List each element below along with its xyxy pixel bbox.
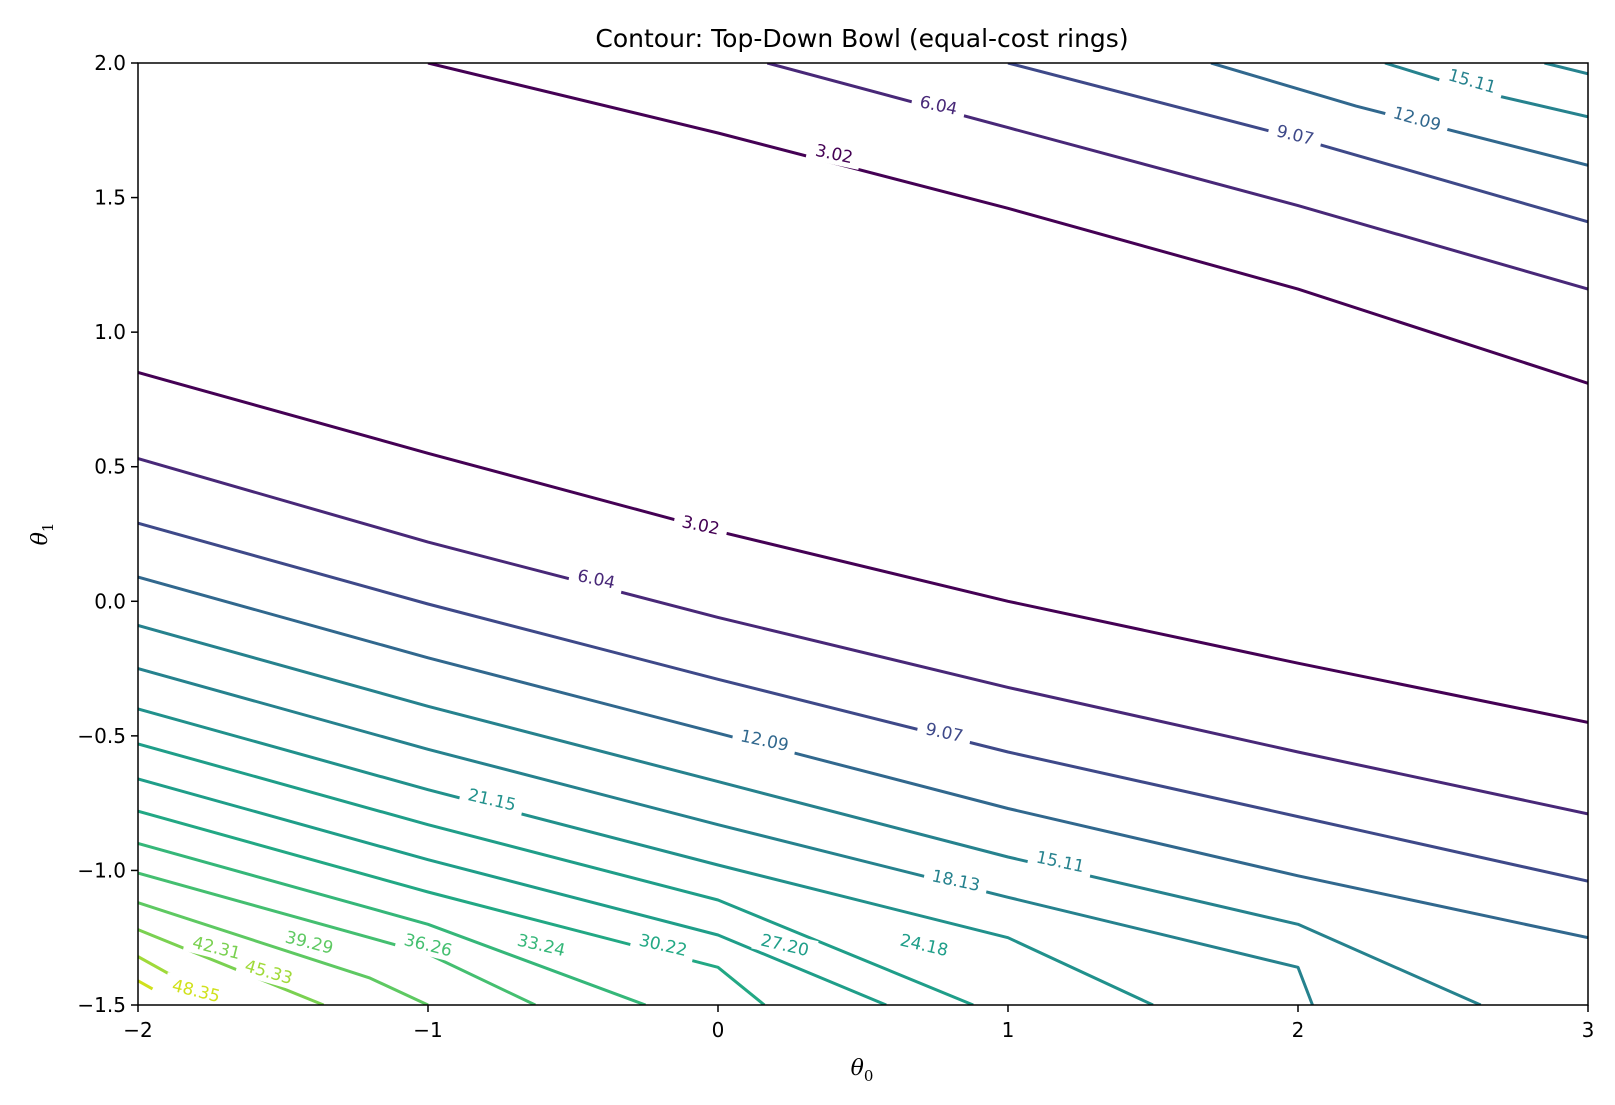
contour-label-gap	[672, 508, 730, 542]
y-axis-label-symbol: θ	[28, 532, 53, 545]
contour-line-48-35	[138, 979, 154, 991]
y-tick-label: 0.5	[94, 455, 126, 479]
contour-label-gap	[394, 926, 462, 964]
contour-label-gap	[507, 926, 575, 963]
contour-line-3-02	[138, 371, 1588, 724]
x-tick-label: 2	[1292, 1018, 1305, 1042]
contour-line-24-18	[138, 742, 974, 1005]
x-axis-label-symbol: θ	[851, 1056, 864, 1081]
contour-label-gap	[1266, 117, 1325, 152]
contour-line-33-24	[138, 842, 647, 1005]
contour-line-18-13	[1544, 63, 1588, 76]
contour-label-gap	[182, 929, 251, 966]
contour-line-21-15	[138, 707, 1154, 1005]
y-tick-label: 2.0	[94, 51, 126, 75]
contour-line-42-31	[138, 928, 325, 1005]
x-axis-label-subscript: 0	[864, 1067, 874, 1085]
contour-line-27-2	[138, 777, 887, 1005]
contour-label-group: 6.04	[567, 562, 626, 596]
contour-label-gap	[890, 926, 958, 963]
y-tick-label: −1.5	[77, 993, 126, 1017]
contour-label-gap	[1383, 99, 1451, 138]
contour-label-gap	[805, 137, 863, 170]
contour-line-12-09	[1210, 63, 1588, 167]
y-axis-label-subscript: 1	[39, 523, 57, 533]
contour-line-6-04	[766, 63, 1588, 291]
y-tick-label: 1.0	[94, 320, 126, 344]
y-tick-label: −1.0	[77, 858, 126, 882]
x-axis-ticks: −2 −1 0 1 2 3	[123, 1005, 1594, 1042]
contour-label-gap	[458, 781, 526, 818]
contour-line-15-11	[138, 624, 1482, 1005]
x-tick-label: −1	[413, 1018, 442, 1042]
contour-label-group: 6.04	[909, 88, 968, 122]
contour-line-30-22	[138, 809, 766, 1005]
contour-label-group: 3.02	[805, 137, 863, 170]
contour-label-gap	[162, 972, 230, 1009]
y-tick-label: −0.5	[77, 724, 126, 748]
contour-line-12-09	[138, 575, 1588, 940]
contour-label-gap	[1438, 61, 1507, 101]
contour-line-3-02	[427, 63, 1588, 385]
contour-label-gap	[1026, 844, 1094, 879]
contour-label-gap	[751, 926, 819, 963]
x-tick-label: 3	[1582, 1018, 1595, 1042]
contour-label-gap	[731, 722, 799, 758]
contour-label-gap	[629, 926, 697, 963]
contour-label-gap	[234, 952, 303, 992]
chart-title: Contour: Top-Down Bowl (equal-cost rings…	[595, 24, 1128, 53]
contour-label-gap	[909, 88, 968, 122]
x-tick-label: −2	[123, 1018, 152, 1042]
y-tick-label: 1.5	[94, 186, 126, 210]
contour-label-group: 33.24	[507, 926, 575, 963]
x-tick-label: 1	[1002, 1018, 1015, 1042]
x-tick-label: 0	[712, 1018, 725, 1042]
y-tick-label: 0.0	[94, 589, 126, 613]
contour-label-gap	[567, 562, 626, 596]
y-axis-label: θ1	[28, 523, 57, 546]
contour-line-39-29	[138, 901, 429, 1005]
contour-label-gap	[915, 715, 974, 749]
contour-label-gap	[922, 862, 990, 898]
contour-line-9-07	[138, 521, 1588, 883]
contour-label-group: 9.07	[915, 715, 974, 749]
x-axis-label: θ0	[851, 1056, 874, 1085]
contour-line-6-04	[138, 457, 1588, 816]
plot-frame	[137, 62, 1589, 1006]
y-axis-ticks: −1.5 −1.0 −0.5 0.0 0.5 1.0 1.5 2.0	[77, 51, 138, 1017]
contour-line-18-13	[138, 667, 1314, 1005]
contour-label-gap	[275, 923, 344, 961]
